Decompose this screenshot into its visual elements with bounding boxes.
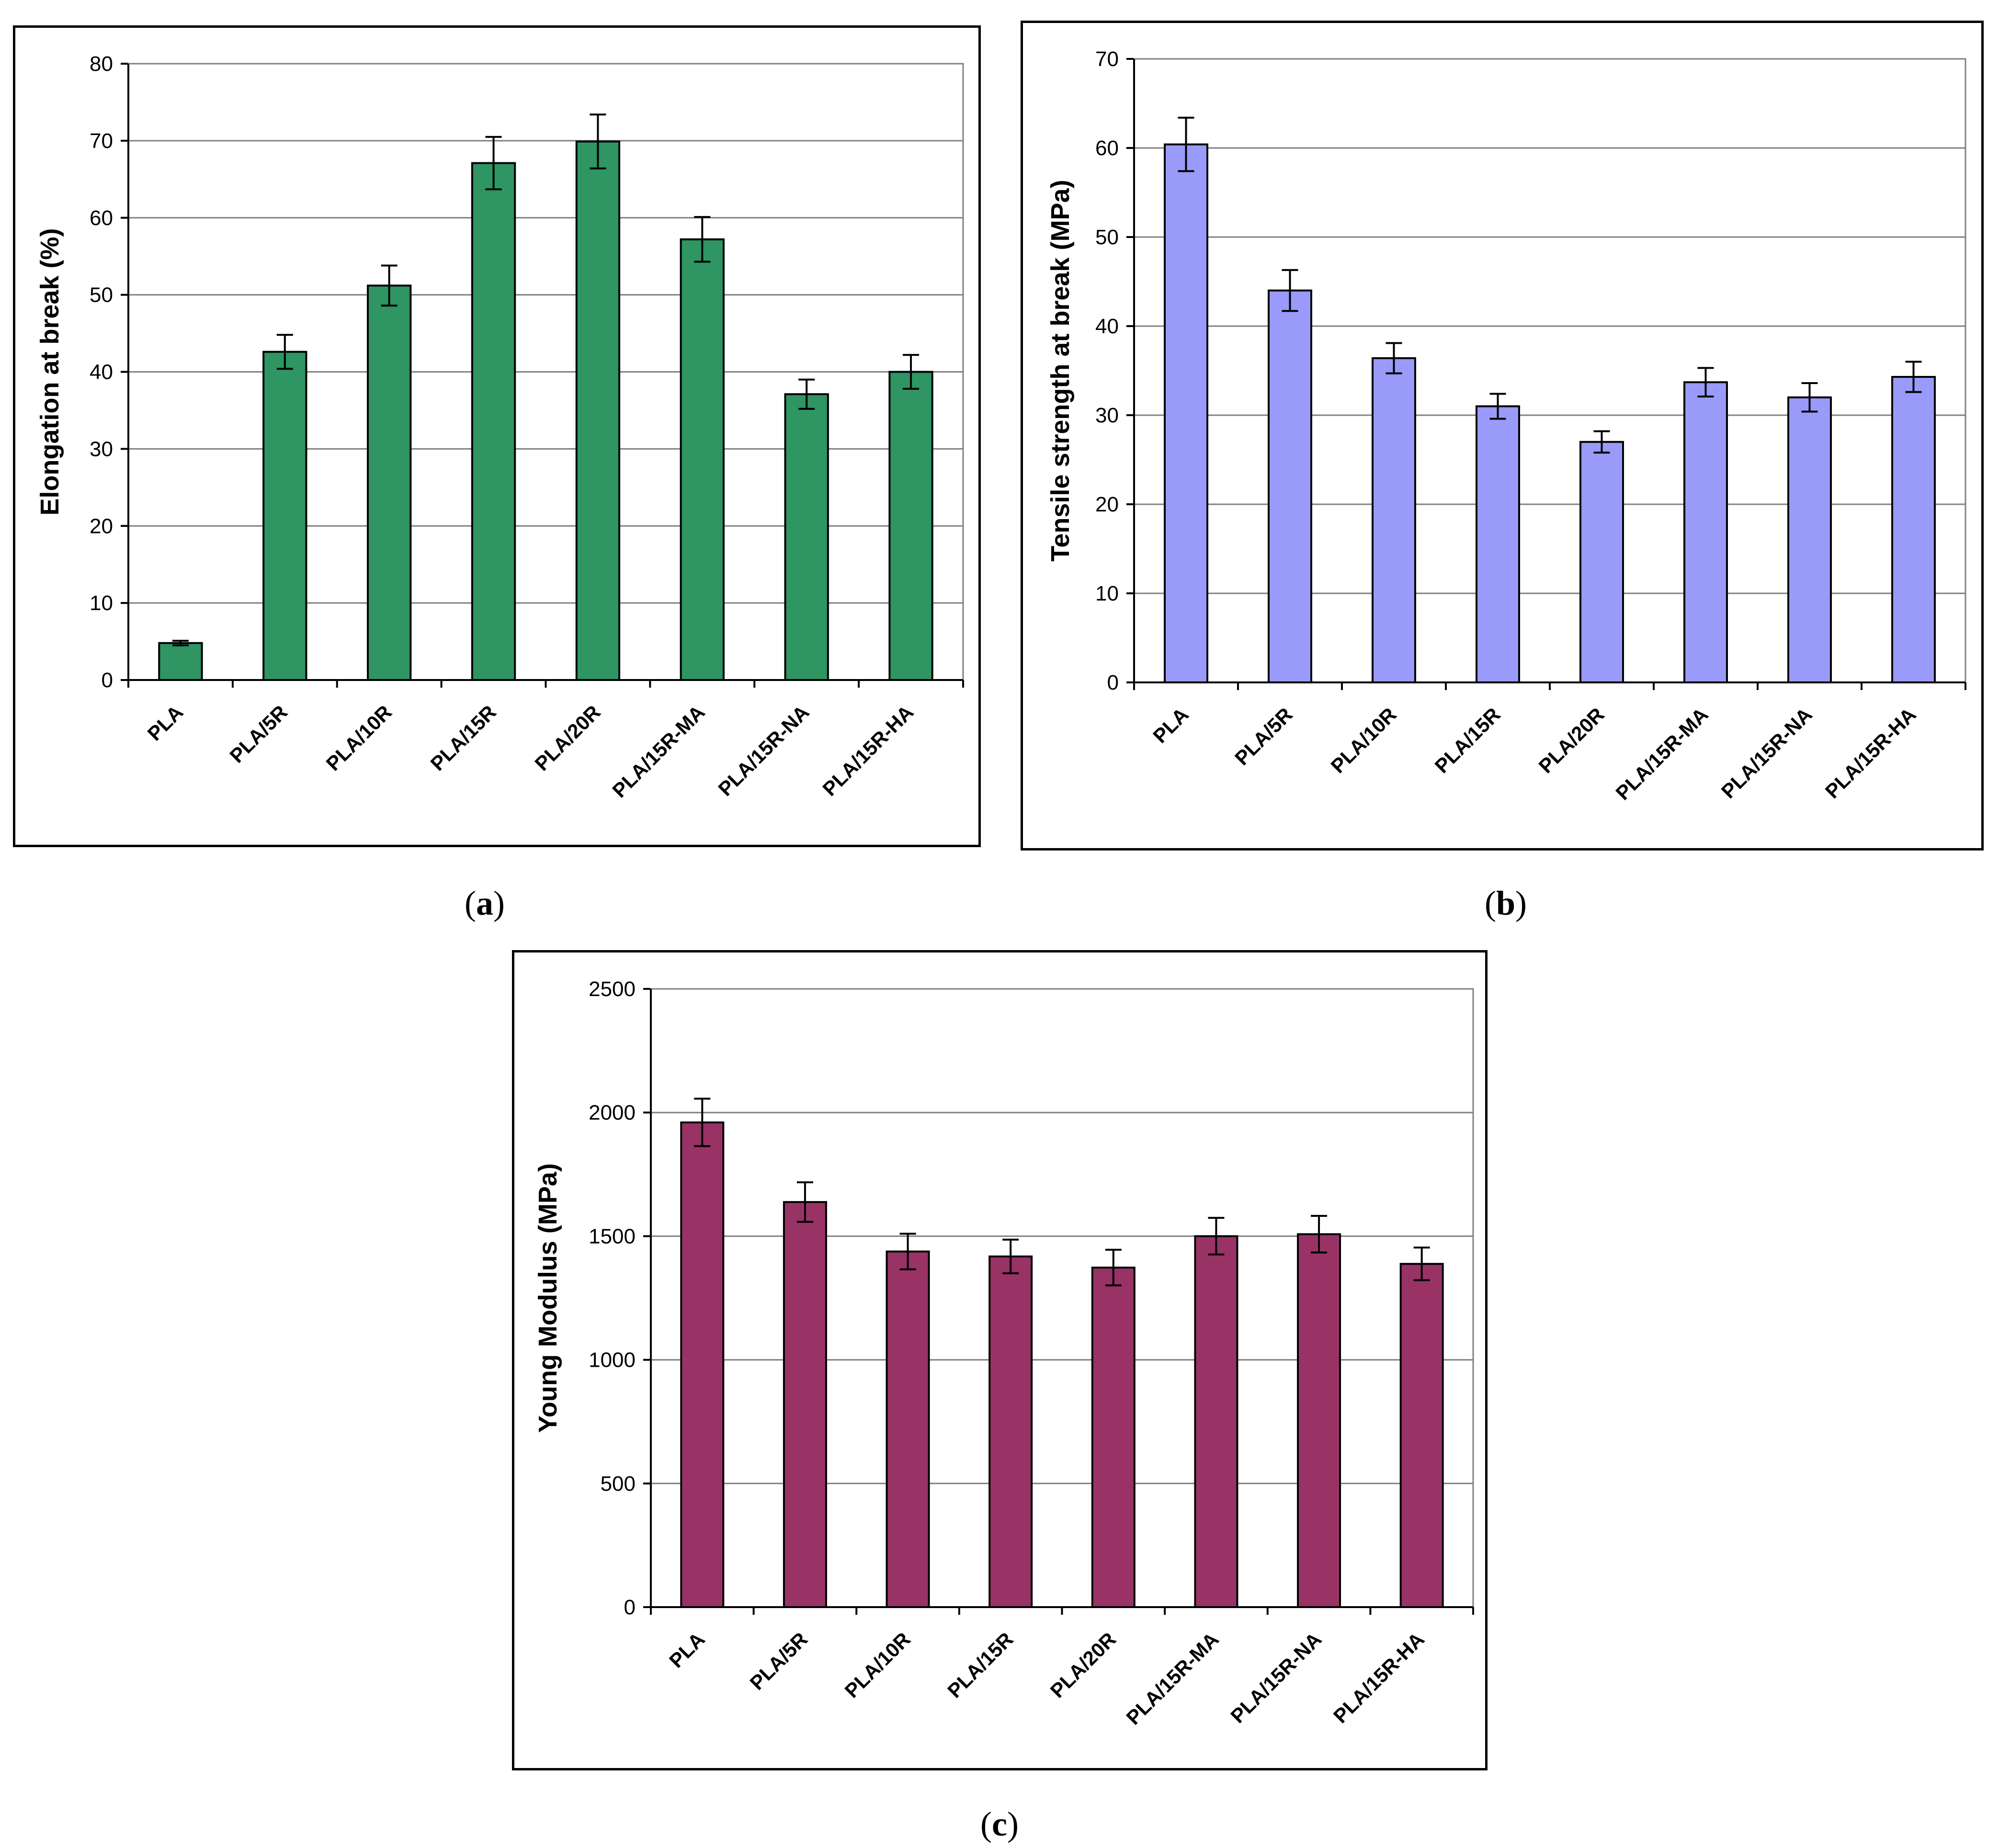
y-axis-label: Young Modulus (MPa) xyxy=(534,1163,562,1433)
bar xyxy=(888,371,933,681)
caption-a: (a) xyxy=(465,884,505,922)
bar xyxy=(471,162,516,681)
y-tick-label: 70 xyxy=(90,129,113,153)
x-tick-label: PLA/15R-MA xyxy=(1122,1628,1223,1729)
bar xyxy=(1297,1233,1341,1608)
y-tick-label: 40 xyxy=(1095,315,1119,338)
y-tick-label: 500 xyxy=(601,1472,636,1496)
y-tick-label: 60 xyxy=(90,206,113,230)
bar xyxy=(886,1250,930,1608)
bar xyxy=(1579,441,1624,683)
y-tick-label: 20 xyxy=(1095,493,1119,516)
caption-b: (b) xyxy=(1484,884,1527,922)
y-tick-label: 0 xyxy=(624,1596,636,1619)
y-tick-label: 10 xyxy=(1095,582,1119,605)
y-tick-label: 1500 xyxy=(589,1224,636,1248)
y-tick-label: 2000 xyxy=(589,1101,636,1124)
y-tick-label: 80 xyxy=(90,52,113,76)
x-tick-label: PLA/5R xyxy=(745,1628,812,1694)
y-tick-label: 60 xyxy=(1095,136,1119,160)
x-tick-label: PLA/20R xyxy=(1046,1628,1120,1702)
y-tick-label: 70 xyxy=(1095,47,1119,71)
y-tick-label: 30 xyxy=(1095,404,1119,427)
y-tick-label: 40 xyxy=(90,361,113,384)
bar xyxy=(988,1255,1033,1609)
bar xyxy=(783,1201,827,1608)
y-tick-label: 1000 xyxy=(589,1349,636,1372)
bar xyxy=(680,238,725,681)
bar xyxy=(158,642,203,681)
y-axis-label: Tensile strength at break (MPa) xyxy=(1046,180,1075,561)
y-tick-label: 0 xyxy=(102,669,113,692)
bar xyxy=(1399,1263,1444,1608)
x-tick-label: PLA/10R xyxy=(840,1628,915,1702)
x-tick-label: PLA xyxy=(665,1628,709,1672)
bar xyxy=(1194,1235,1238,1608)
y-tick-label: 2500 xyxy=(589,977,636,1001)
bar xyxy=(1164,143,1208,683)
bar xyxy=(1476,405,1520,683)
bar xyxy=(367,284,412,681)
bar xyxy=(1091,1266,1136,1609)
y-tick-label: 30 xyxy=(90,437,113,461)
x-tick-label: PLA/15R-HA xyxy=(1329,1628,1429,1727)
caption-c: (c) xyxy=(980,1805,1019,1843)
y-tick-label: 50 xyxy=(90,283,113,307)
y-tick-label: 50 xyxy=(1095,226,1119,249)
y-tick-label: 0 xyxy=(1107,671,1119,694)
y-tick-label: 10 xyxy=(90,591,113,615)
plot-area xyxy=(650,988,1474,1608)
y-tick-label: 20 xyxy=(90,514,113,538)
bar xyxy=(1683,381,1728,683)
bar xyxy=(680,1121,725,1608)
y-axis-label: Elongation at break (%) xyxy=(35,228,64,515)
x-tick-label: PLA/15R xyxy=(943,1628,1017,1702)
x-tick-label: PLA/15R-NA xyxy=(1226,1628,1326,1727)
bar xyxy=(1372,357,1416,683)
bar xyxy=(784,393,829,681)
